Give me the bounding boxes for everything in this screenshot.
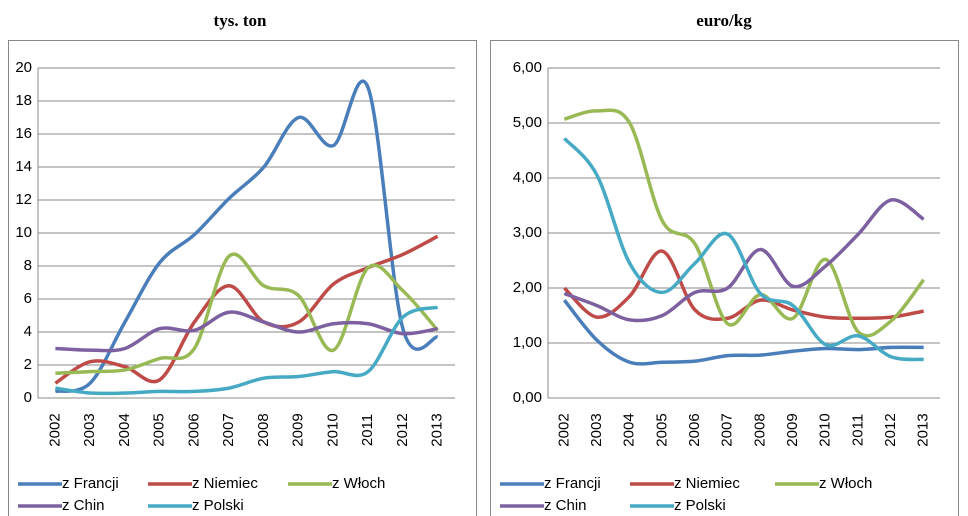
y-tick-label: 16 — [15, 125, 32, 142]
y-tick-label: 4 — [24, 323, 32, 340]
x-tick-label: 2003 — [588, 413, 605, 446]
y-tick-label: 14 — [15, 158, 32, 175]
x-tick-label: 2012 — [394, 413, 411, 446]
series-line — [563, 108, 926, 338]
y-tick-label: 6 — [24, 290, 32, 307]
x-tick-label: 2005 — [653, 413, 670, 446]
series-line — [55, 305, 439, 396]
x-tick-label: 2011 — [849, 414, 866, 446]
x-tick-label: 2013 — [915, 413, 932, 446]
y-tick-label: 6,00 — [513, 59, 542, 76]
x-tick-label: 2003 — [81, 413, 98, 446]
chart-frame — [490, 40, 959, 516]
x-tick-label: 2006 — [686, 413, 703, 446]
y-tick-label: 12 — [15, 191, 32, 208]
x-tick-label: 2007 — [220, 413, 237, 446]
legend-label: z Francji — [544, 475, 601, 492]
x-tick-label: 2004 — [116, 413, 133, 446]
x-tick-label: 2010 — [324, 413, 341, 446]
x-tick-label: 2009 — [290, 413, 307, 446]
series-line — [563, 137, 924, 362]
series-line — [54, 234, 439, 385]
series-line — [55, 310, 438, 353]
legend-label: z Chin — [62, 497, 105, 514]
x-tick-label: 2008 — [255, 413, 272, 446]
y-tick-label: 0,00 — [513, 389, 542, 406]
y-tick-label: 3,00 — [513, 224, 542, 241]
chart-title: tys. ton — [214, 11, 267, 30]
x-tick-label: 2006 — [185, 413, 202, 446]
x-tick-label: 2005 — [151, 413, 168, 446]
chart-frame — [8, 40, 477, 516]
y-tick-label: 2 — [24, 356, 32, 373]
y-tick-label: 1,00 — [513, 334, 542, 351]
y-tick-label: 2,00 — [513, 279, 542, 296]
x-tick-label: 2010 — [817, 413, 834, 446]
legend-label: z Polski — [674, 497, 726, 514]
legend-label: z Włoch — [819, 475, 872, 492]
series-line — [55, 252, 439, 375]
y-tick-label: 5,00 — [513, 114, 542, 131]
y-tick-label: 4,00 — [513, 169, 542, 186]
x-tick-label: 2002 — [555, 413, 572, 446]
series-line — [563, 249, 924, 322]
y-tick-label: 8 — [24, 257, 32, 274]
series-line — [562, 298, 924, 366]
x-tick-label: 2012 — [882, 413, 899, 446]
series-line — [563, 198, 925, 323]
y-tick-label: 20 — [15, 59, 32, 76]
x-tick-label: 2009 — [784, 413, 801, 446]
y-tick-label: 18 — [15, 92, 32, 109]
legend-label: z Niemiec — [674, 475, 740, 492]
x-tick-label: 2002 — [46, 413, 63, 446]
x-tick-label: 2007 — [719, 413, 736, 446]
legend-label: z Włoch — [332, 475, 385, 492]
x-tick-label: 2004 — [621, 413, 638, 446]
x-tick-label: 2008 — [751, 413, 768, 446]
y-tick-label: 0 — [24, 389, 32, 406]
legend-label: z Francji — [62, 475, 119, 492]
legend-label: z Polski — [192, 497, 244, 514]
legend-label: z Niemiec — [192, 475, 258, 492]
legend-label: z Chin — [544, 497, 587, 514]
x-tick-label: 2013 — [429, 413, 446, 446]
series-line — [54, 79, 439, 394]
y-tick-label: 10 — [15, 224, 32, 241]
chart-title: euro/kg — [696, 11, 752, 30]
x-tick-label: 2011 — [359, 414, 376, 446]
